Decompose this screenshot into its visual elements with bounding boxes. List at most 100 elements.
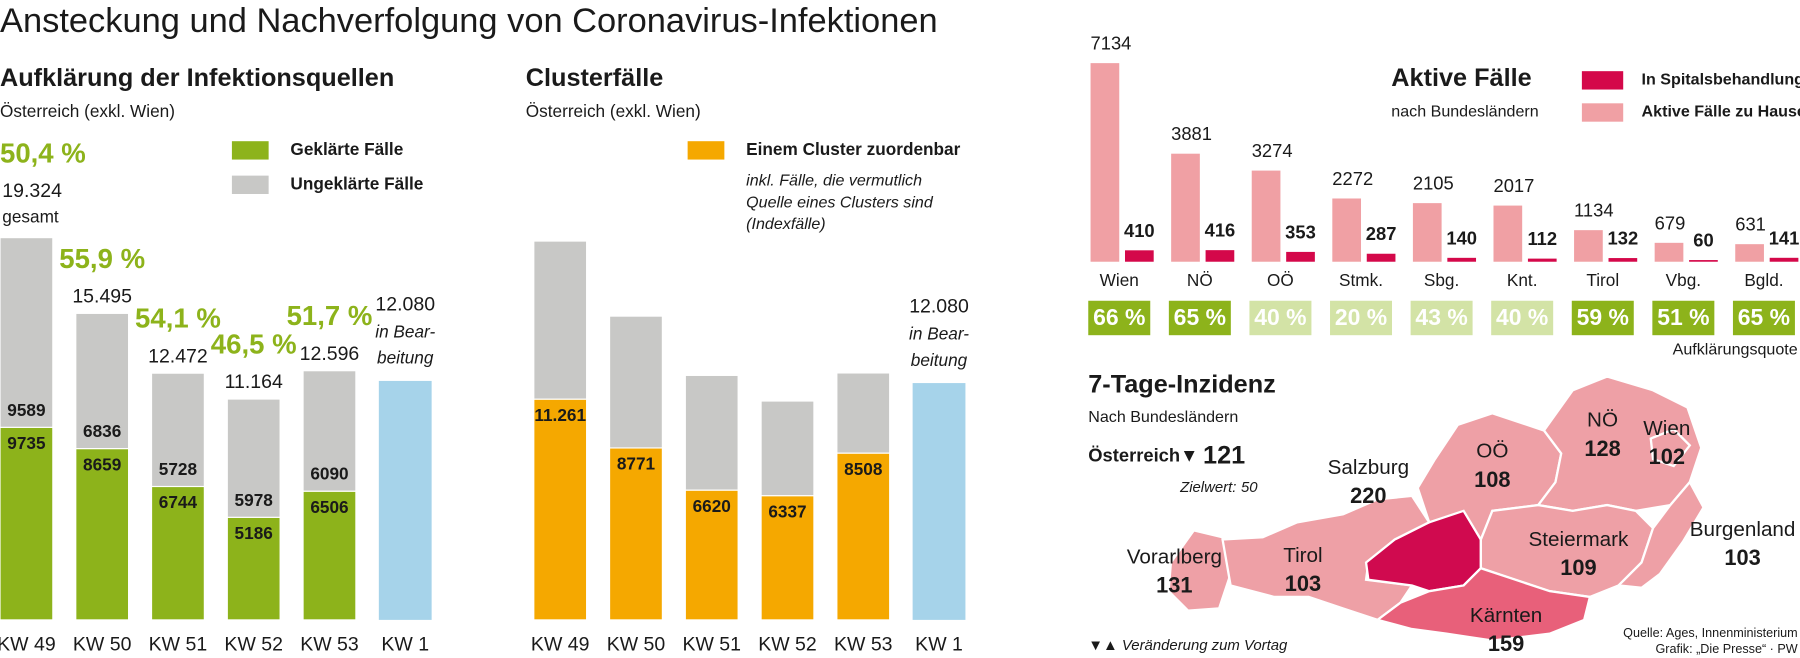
legend-label: Einem Cluster zuordenbar [746, 139, 960, 159]
value-label: 287 [1366, 223, 1397, 244]
share-label: 46,5 % [211, 329, 297, 360]
austria-trend: ▼ [1180, 445, 1198, 466]
x-tick-label: KW 50 [73, 633, 132, 655]
legend-swatch [1581, 103, 1624, 122]
x-tick-label: Tirol [1586, 270, 1619, 290]
pending-value: 12.080 [375, 293, 435, 315]
bar [1574, 230, 1603, 262]
value-label: 679 [1655, 212, 1686, 233]
bar-segment [302, 370, 357, 492]
bar [1332, 198, 1362, 262]
value-label: 7134 [1091, 33, 1132, 54]
bar-segment [75, 448, 130, 621]
x-tick-label: KW 51 [682, 633, 741, 655]
bar-segment [302, 490, 357, 621]
x-tick-label: KW 53 [834, 633, 893, 655]
value-label: 9735 [7, 433, 46, 453]
total-label: 12.472 [148, 345, 208, 367]
share-label: 51,7 % [287, 300, 373, 331]
region-name: OÖ [1476, 440, 1508, 463]
quote-label: 40 % [1254, 304, 1306, 330]
bar-segment [684, 489, 739, 621]
value-label: 5728 [159, 459, 198, 479]
value-label: 2105 [1413, 173, 1454, 194]
value-label: 5978 [235, 490, 274, 510]
bar [1654, 242, 1684, 262]
value-label: 6620 [693, 496, 731, 516]
region-value: 103 [1724, 545, 1760, 570]
pending-label: beitung [911, 350, 968, 370]
x-tick-label: KW 49 [0, 633, 56, 655]
share-label: 55,9 % [59, 243, 145, 274]
region [1616, 480, 1705, 589]
bar-segment [226, 516, 281, 621]
legend-swatch [1581, 71, 1624, 90]
value-label: 416 [1205, 220, 1236, 241]
region-name: Wien [1643, 417, 1690, 440]
austria-label: Österreich [1088, 445, 1180, 466]
value-label: 112 [1527, 228, 1557, 249]
value-label: 132 [1608, 228, 1639, 249]
chart-subtitle: nach Bundesländern [1391, 103, 1538, 121]
chart-subtitle: Österreich (exkl. Wien) [526, 101, 701, 121]
source: Grafik: „Die Presse“ · PW [1655, 642, 1797, 656]
total-label: 12.596 [300, 343, 360, 365]
bar [1366, 253, 1396, 262]
legend-swatch [231, 141, 269, 160]
bar-segment [760, 400, 815, 497]
region-name: Steiermark [1528, 528, 1629, 551]
total-label: 19.324 [2, 180, 62, 202]
quote-label: 59 % [1577, 304, 1629, 330]
legend-label: Geklärte Fälle [290, 139, 403, 159]
bar [1769, 257, 1799, 262]
region [1167, 529, 1232, 612]
region-value: 131 [1156, 572, 1192, 597]
chart-title: Aufklärung der Infektionsquellen [0, 64, 394, 92]
region-value: 109 [1560, 555, 1596, 580]
region-value: 159 [1488, 631, 1524, 656]
value-label: 353 [1285, 221, 1316, 242]
bar [1493, 205, 1523, 262]
bar-segment [836, 452, 891, 621]
legend-label: Ungeklärte Fälle [290, 173, 423, 193]
quote-label: 65 % [1738, 304, 1790, 330]
bar-segment [684, 374, 739, 491]
value-label: 6337 [768, 501, 806, 521]
bar-segment [0, 237, 54, 428]
bar-segment [608, 447, 663, 621]
quote-box [1168, 300, 1231, 336]
pending-bar [378, 380, 432, 620]
target-value: 50 [1241, 479, 1258, 496]
x-tick-label: KW 1 [381, 633, 429, 655]
x-tick-label: Bgld. [1744, 270, 1783, 290]
value-label: 9589 [7, 400, 45, 420]
share-label: 54,1 % [135, 303, 221, 334]
quote-label: 65 % [1174, 304, 1226, 330]
value-label: 3881 [1171, 123, 1212, 144]
total-label: 11.164 [225, 371, 283, 393]
x-tick-label: Knt. [1507, 270, 1538, 290]
quote-box [1410, 300, 1473, 336]
quote-box [1571, 300, 1634, 336]
region-name: Vorarlberg [1127, 545, 1222, 568]
chart-title: 7-Tage-Inzidenz [1088, 370, 1276, 398]
x-tick-label: OÖ [1267, 270, 1294, 290]
value-label: 11.261 [534, 405, 586, 425]
quote-box [1249, 300, 1312, 336]
x-tick-label: KW 52 [758, 633, 817, 655]
bar [1286, 251, 1315, 262]
total-note: gesamt [2, 207, 59, 227]
source: Quelle: Ages, Innenministerium [1623, 626, 1798, 640]
chart-title: Aktive Fälle [1391, 64, 1531, 92]
value-label: 631 [1735, 214, 1766, 235]
region-name: Kärnten [1470, 604, 1542, 627]
value-label: 8508 [844, 459, 883, 479]
x-tick-label: KW 51 [149, 633, 208, 655]
value-label: 410 [1124, 220, 1155, 241]
legend-label: Aktive Fälle zu Hause [1642, 103, 1800, 121]
x-tick-label: KW 53 [300, 633, 359, 655]
bar [1205, 250, 1235, 262]
pending-label: beitung [377, 348, 434, 368]
